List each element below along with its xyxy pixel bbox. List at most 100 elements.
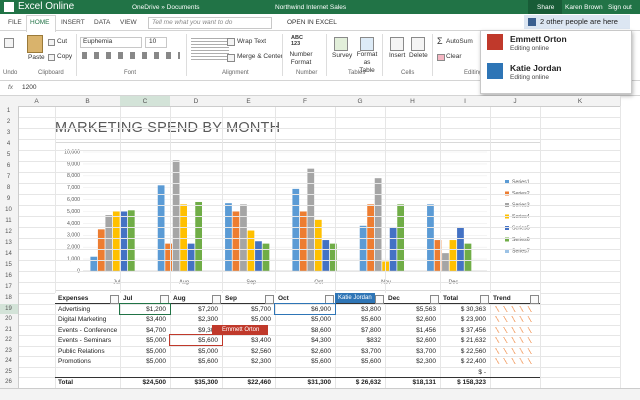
share-label[interactable]: Share [537,4,555,11]
filter-button[interactable] [212,294,221,304]
table-cell[interactable]: $5,000 [198,347,218,355]
total-cell[interactable]: $35,300 [194,379,219,386]
avatar[interactable] [487,34,503,50]
row-header[interactable]: 11 [5,218,12,224]
table-cell[interactable]: $7,200 [198,305,218,313]
format-as-table[interactable]: Format as Table [356,51,378,74]
delete-icon[interactable] [411,37,425,51]
table-cell[interactable]: $2,300 [198,316,218,323]
row-header-bg[interactable] [0,172,19,183]
row-header-bg[interactable] [0,183,19,194]
row-header[interactable]: 4 [6,141,11,147]
table-cell[interactable]: $5,000 [146,337,166,344]
table-cell[interactable]: $1,200 [146,305,166,313]
user-name[interactable]: Karen Brown [565,4,603,11]
row-header[interactable]: 8 [6,185,11,191]
survey[interactable]: Survey [332,52,353,59]
row-header[interactable]: 1 [6,108,11,114]
table-cell[interactable]: $1,456 [416,326,436,334]
table-cell[interactable]: $5,600 [361,316,381,323]
table-cell[interactable]: $6,900 [311,305,331,313]
wrap-text[interactable]: Wrap Text [237,38,267,45]
share-button[interactable] [528,0,562,14]
paste-label[interactable]: Paste [28,54,45,61]
table-cell[interactable]: Events - Seminars [58,337,112,344]
insert[interactable]: Insert [389,52,406,59]
row-header[interactable]: 9 [6,196,11,202]
undo-icon[interactable] [4,38,14,48]
row-header-bg[interactable] [0,293,19,304]
table-cell[interactable]: $ 22,560 [460,347,486,355]
number-icon[interactable]: ABC 123 [291,35,303,47]
table-cell[interactable]: $7,800 [361,326,381,334]
total-cell[interactable]: $31,300 [307,379,332,386]
row-header[interactable]: 19 [5,305,12,312]
column-header[interactable]: B [85,98,90,105]
table-cell[interactable]: $3,800 [361,305,381,313]
presence-icon[interactable] [528,18,536,26]
row-header[interactable]: 17 [5,284,12,290]
table-cell[interactable]: $3,400 [251,337,271,344]
total-cell[interactable]: $18,131 [412,379,437,386]
total-cell[interactable]: $22,460 [247,379,272,386]
cut-icon[interactable] [48,39,55,46]
row-header[interactable]: 12 [5,229,12,235]
row-header[interactable]: 3 [6,130,11,136]
font-buttons[interactable] [82,52,180,59]
row-header-bg[interactable] [0,271,19,282]
row-header[interactable]: 6 [6,163,11,169]
row-header-bg[interactable] [0,366,19,377]
align-buttons[interactable] [191,38,229,60]
row-header-bg[interactable] [0,282,19,293]
table-cell[interactable]: $5,600 [198,358,218,365]
row-header-bg[interactable] [0,303,19,314]
row-header[interactable]: 13 [5,240,12,246]
table-cell[interactable]: Digital Marketing [58,316,107,323]
filter-button[interactable] [265,294,274,304]
active-cell[interactable] [119,302,171,315]
table-cell[interactable]: $5,000 [146,347,166,355]
column-header[interactable]: E [246,98,251,105]
search-box[interactable] [148,17,272,29]
table-cell[interactable]: $ - [478,368,486,376]
table-cell[interactable]: $2,600 [416,337,436,344]
row-header[interactable]: 25 [5,368,12,375]
table-cell[interactable]: $9,300 [198,326,218,334]
table-cell[interactable]: $5,600 [311,358,331,365]
row-header-bg[interactable] [0,227,19,238]
number-format[interactable]: Number Format [289,51,313,66]
avatar[interactable] [487,63,503,79]
table-icon[interactable] [360,37,374,51]
font-size[interactable]: 10 [149,38,157,45]
row-header[interactable]: 16 [5,273,12,279]
autosum-icon[interactable]: Σ [437,36,443,46]
row-header-bg[interactable] [0,345,19,356]
search-placeholder[interactable]: Tell me what you want to do [152,19,233,26]
ribbon-tab[interactable]: VIEW [120,19,137,26]
table-cell[interactable]: $4,300 [311,337,331,344]
formula-value[interactable]: 1200 [22,84,37,91]
table-cell[interactable]: $5,000 [311,316,331,323]
ribbon-tab[interactable]: HOME [30,19,50,26]
table-cell[interactable]: $ 23,900 [460,316,486,323]
table-cell[interactable]: $ 22,400 [460,358,486,365]
table-cell[interactable]: $2,560 [251,347,271,355]
row-header-bg[interactable] [0,356,19,367]
column-header[interactable]: F [303,98,307,105]
row-header[interactable]: 22 [5,337,12,343]
font-name[interactable]: Euphemia [83,38,113,45]
table-cell[interactable]: $ 30,363 [460,305,486,313]
row-header[interactable]: 2 [6,119,11,125]
row-header[interactable]: 20 [5,316,12,322]
row-header-bg[interactable] [0,161,19,172]
insert-icon[interactable] [390,37,404,51]
table-cell[interactable]: $5,700 [251,305,271,313]
total-cell[interactable]: $24,500 [142,379,167,386]
row-header-bg[interactable] [0,324,19,335]
row-header-bg[interactable] [0,106,19,117]
row-header-bg[interactable] [0,128,19,139]
row-header-bg[interactable] [0,139,19,150]
autosum[interactable]: AutoSum [446,38,473,45]
font-name-box[interactable] [80,37,142,48]
table-cell[interactable]: $3,700 [416,347,436,355]
